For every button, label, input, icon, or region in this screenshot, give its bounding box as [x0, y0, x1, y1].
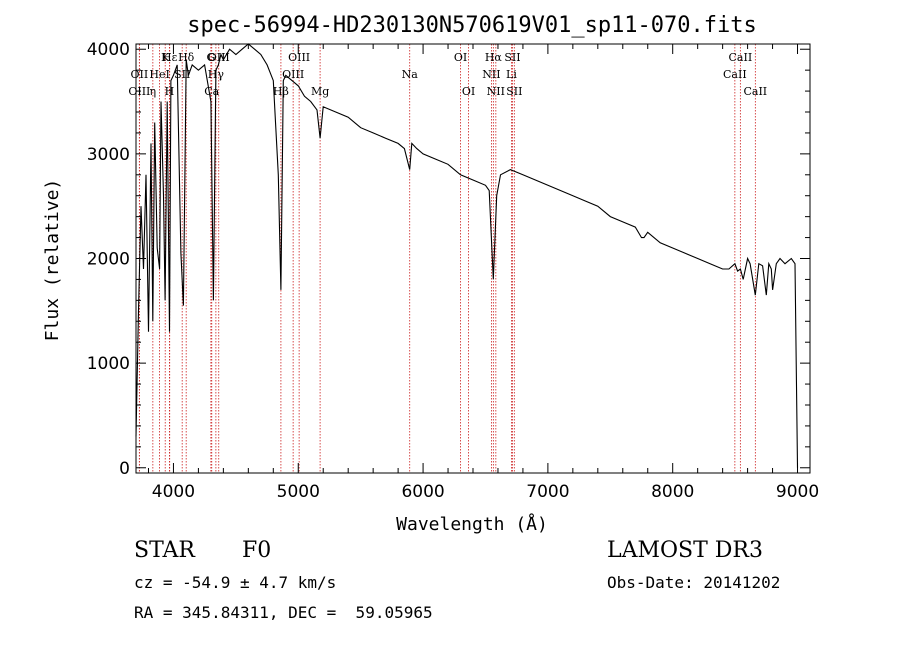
line-label: SII	[504, 51, 520, 64]
line-label: Li	[506, 68, 517, 81]
object-class: STAR	[134, 538, 195, 563]
survey-name: LAMOST DR3	[607, 538, 763, 563]
line-label: OI	[462, 85, 475, 98]
y-tick-label: 1000	[87, 354, 130, 374]
y-tick-label: 4000	[87, 40, 130, 60]
axis-ticks: 4000 5000 6000 7000 8000 9000 0 1000 2000 3000 400…	[87, 40, 819, 502]
line-label: Hα	[485, 51, 503, 64]
line-label: G	[206, 51, 215, 64]
line-label: Ca	[204, 85, 219, 98]
x-tick-label: 5000	[277, 482, 320, 502]
line-label: Hβ	[273, 85, 289, 98]
x-tick-label: 8000	[651, 482, 694, 502]
line-label: OIII	[288, 51, 310, 64]
line-label: NII	[487, 85, 505, 98]
line-markers	[138, 44, 756, 473]
line-label: OII	[131, 68, 149, 81]
y-tick-label: 0	[119, 459, 130, 479]
object-subclass: F0	[242, 538, 272, 563]
line-label: η	[150, 85, 157, 98]
line-label: OI	[454, 51, 467, 64]
x-tick-label: 7000	[526, 482, 569, 502]
line-label: NII	[482, 68, 500, 81]
line-label: OIII	[282, 68, 304, 81]
line-label: Hε	[162, 51, 178, 64]
line-label: CaII	[729, 51, 753, 64]
y-tick-label: 2000	[87, 250, 130, 270]
line-label: SII	[506, 85, 522, 98]
obs-date: Obs-Date: 20141202	[607, 573, 781, 592]
redshift-info: cz = -54.9 ± 4.7 km/s	[134, 573, 337, 592]
line-label: CaII	[743, 85, 767, 98]
spectrum-line	[135, 43, 799, 468]
spectrum-chart: spec-56994-HD230130N570619V01_sp11-070.f…	[42, 13, 819, 535]
coordinates: RA = 345.84311, DEC = 59.05965	[134, 603, 433, 622]
line-label: CaII	[723, 68, 747, 81]
line-label: Na	[402, 68, 419, 81]
y-axis-title: Flux (relative)	[42, 179, 63, 342]
line-label: Mg	[311, 85, 329, 98]
x-tick-label: 4000	[152, 482, 195, 502]
line-label: HeI	[149, 68, 169, 81]
x-axis-title: Wavelength (Å)	[396, 513, 548, 535]
line-label: K	[161, 51, 170, 64]
line-label: Hδ	[178, 51, 195, 64]
plot-frame	[135, 43, 811, 474]
x-tick-label: 9000	[776, 482, 819, 502]
line-label: H	[165, 85, 175, 98]
x-tick-label: 6000	[401, 482, 444, 502]
chart-title: spec-56994-HD230130N570619V01_sp11-070.f…	[187, 13, 757, 38]
line-label: OIII	[208, 51, 230, 64]
y-tick-label: 3000	[87, 145, 130, 165]
